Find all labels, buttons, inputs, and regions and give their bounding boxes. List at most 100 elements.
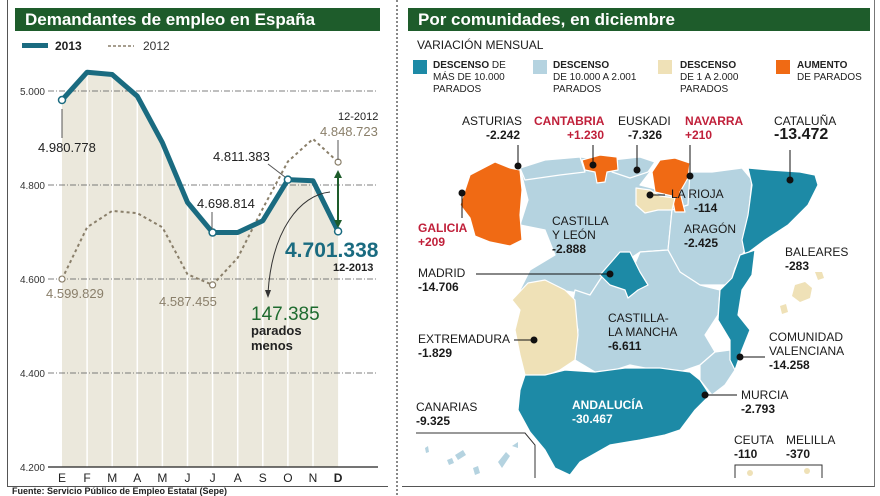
area-2013 — [62, 72, 339, 467]
x-tick-label: J — [185, 471, 191, 485]
region-la-rioja[interactable] — [635, 187, 676, 214]
label-valenciana: COMUNIDAD VALENCIANA -14.258 — [769, 330, 845, 372]
label-2012-dec: 4.848.723 — [320, 124, 378, 139]
canarias-inset-frame — [416, 432, 536, 478]
label-euskadi: EUSKADI -7.326 — [618, 114, 671, 142]
label-la-rioja: LA RIOJA -114 — [671, 187, 724, 215]
difference-label-2: menos — [251, 338, 293, 353]
right-panel — [402, 0, 875, 487]
label-castilla-leon: CASTILLA Y LEÓN -2.888 — [552, 214, 609, 256]
x-tick-label: S — [259, 471, 267, 485]
label-andalucia: ANDALUCÍA -30.467 — [572, 398, 644, 426]
source-note: Fuente: Servicio Público de Empleo Estat… — [12, 486, 228, 496]
y-tick-label: 5.000 — [20, 87, 45, 98]
legend-item-increase: AUMENTO DE PARADOS — [797, 60, 862, 83]
dot-galicia — [458, 189, 466, 197]
legend-item-large-decrease: DESCENSO DE MÁS DE 10.000 PARADOS — [433, 60, 506, 95]
difference-value: 147.385 — [251, 304, 320, 325]
region-cantabria[interactable] — [581, 154, 619, 184]
x-tick-label: D — [334, 471, 343, 485]
label-madrid: MADRID -14.706 — [418, 266, 466, 294]
point-2012 — [209, 281, 217, 289]
region-extremadura[interactable] — [511, 279, 579, 379]
line-chart: 4.200 4.400 4.600 4.800 5.000 E F M A M J J A S O N D 20… — [20, 39, 379, 485]
difference-arrowhead-up — [334, 170, 342, 178]
x-tick-label: E — [58, 471, 66, 485]
dot-extremadura — [530, 336, 538, 344]
series-2012-line — [61, 137, 339, 287]
label-cataluna: CATALUÑA -13.472 — [774, 114, 837, 143]
label-cantabria: CANTABRIA +1.230 — [534, 114, 605, 142]
left-panel — [7, 0, 388, 487]
label-2013-dec: 4.701.338 — [285, 239, 379, 262]
label-2012-dec-date: 12-2012 — [338, 111, 378, 123]
x-tick-label: O — [283, 471, 292, 485]
legend-swatch-2013 — [22, 43, 48, 48]
region-madrid[interactable] — [599, 251, 649, 299]
dot-murcia — [701, 391, 709, 399]
point-2012 — [58, 275, 66, 283]
label-ceuta: CEUTA -110 — [734, 433, 774, 461]
chart-title: Demandantes de empleo en España — [15, 8, 380, 31]
legend-label-2013: 2013 — [55, 39, 82, 53]
legend-swatch-increase — [776, 60, 790, 74]
label-2012-jul: 4.587.455 — [159, 294, 217, 309]
panel-divider — [396, 0, 398, 495]
y-tick-label: 4.600 — [20, 275, 45, 286]
difference-pointer-arrow — [267, 191, 331, 294]
x-tick-label: F — [83, 471, 90, 485]
x-tick-label: A — [234, 471, 242, 485]
map-subtitle: VARIACIÓN MENSUAL — [417, 38, 544, 52]
label-2013-jan: 4.980.778 — [38, 140, 96, 155]
label-2013-oct: 4.811.383 — [213, 149, 270, 164]
x-tick-label: M — [157, 471, 167, 485]
x-tick-label: A — [133, 471, 141, 485]
label-2013-dec-date: 12-2013 — [333, 262, 373, 274]
point-2013 — [57, 95, 67, 105]
legend-item-medium-decrease: DESCENSO DE 10.000 A 2.001 PARADOS — [553, 60, 637, 95]
region-ceuta[interactable] — [747, 470, 753, 476]
region-euskadi[interactable] — [611, 156, 656, 179]
pointer-arrowhead — [265, 290, 271, 298]
label-baleares: BALEARES -283 — [785, 245, 849, 273]
point-2013 — [283, 175, 293, 184]
y-tick-label: 4.400 — [20, 369, 45, 380]
label-2012-jan: 4.599.829 — [46, 286, 104, 301]
region-galicia[interactable] — [459, 161, 523, 247]
y-tick-label: 4.200 — [20, 463, 45, 474]
label-canarias: CANARIAS -9.325 — [416, 400, 478, 428]
difference-arrowhead-down — [334, 220, 342, 228]
label-castilla-la-mancha: CASTILLA- LA MANCHA -6.611 — [608, 311, 678, 353]
x-tick-label: M — [107, 471, 117, 485]
annotation-leader — [267, 163, 286, 178]
x-tick-label: J — [210, 471, 216, 485]
region-navarra[interactable] — [651, 157, 691, 213]
label-murcia: MURCIA -2.793 — [741, 388, 789, 416]
label-melilla: MELILLA -370 — [786, 433, 836, 461]
region-andalucia[interactable] — [517, 367, 711, 476]
dot-valenciana — [736, 353, 744, 361]
legend-swatch-small-decrease — [658, 60, 672, 74]
region-cataluna[interactable] — [741, 167, 819, 256]
label-aragon: ARAGÓN -2.425 — [684, 222, 737, 250]
dot-asturias — [514, 162, 522, 170]
dot-la-rioja — [646, 191, 654, 199]
legend-item-small-decrease: DESCENSO DE 1 A 2.000 PARADOS — [680, 60, 739, 95]
region-asturias[interactable] — [519, 156, 586, 181]
region-melilla[interactable] — [804, 468, 810, 474]
map-title: Por comunidades, en diciembre — [408, 8, 870, 31]
point-2013 — [208, 228, 217, 237]
legend-swatch-large-decrease — [413, 60, 427, 74]
ceuta-melilla-inset-frame — [734, 464, 823, 478]
label-galicia: GALICIA +209 — [418, 221, 468, 249]
dot-madrid — [606, 270, 614, 278]
region-baleares[interactable] — [780, 272, 824, 314]
region-canarias[interactable] — [425, 442, 518, 475]
dot-cataluna — [786, 176, 794, 184]
x-tick-label: N — [309, 471, 318, 485]
dot-navarra — [686, 172, 694, 180]
difference-label-1: parados — [251, 323, 302, 338]
dot-euskadi — [633, 166, 641, 174]
legend-swatch-medium-decrease — [533, 60, 547, 74]
